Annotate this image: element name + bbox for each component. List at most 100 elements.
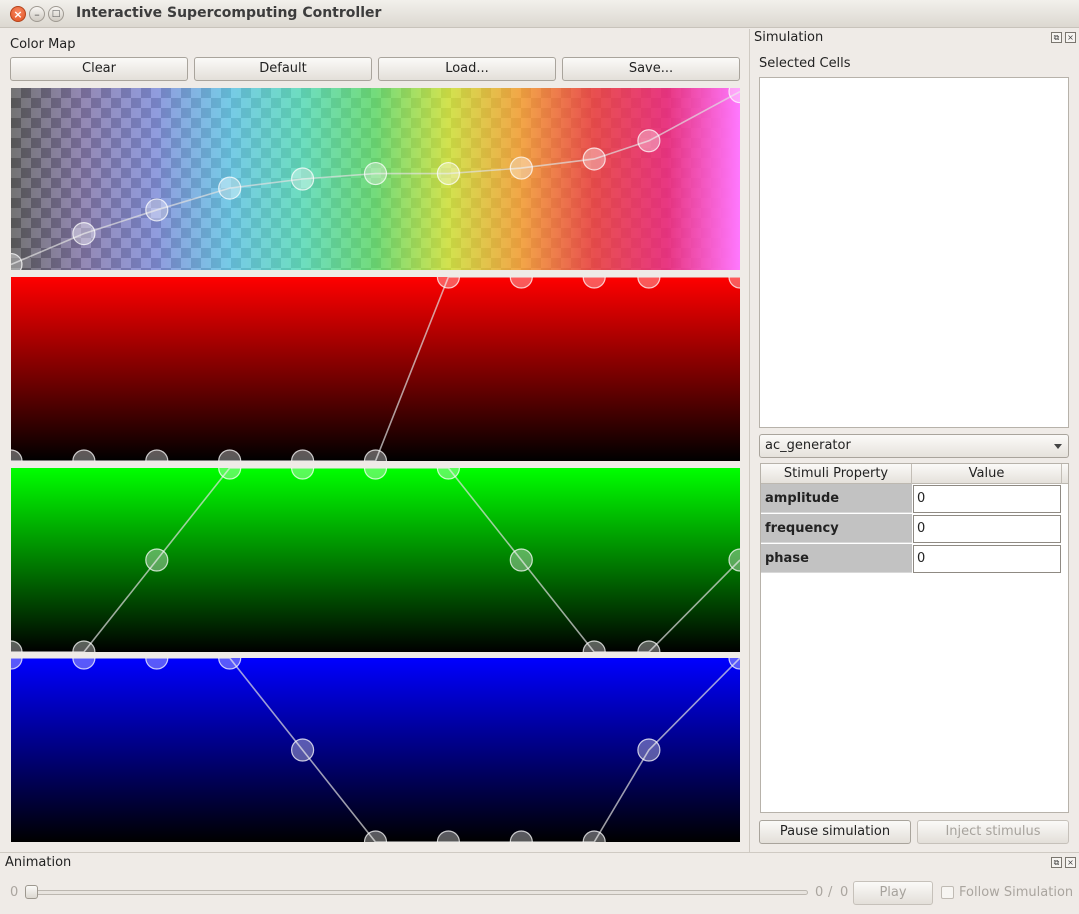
animation-divider [0,852,1079,853]
blue-control-point[interactable] [291,738,315,762]
red-control-point[interactable] [728,277,740,289]
blue-control-point[interactable] [218,658,242,670]
green-control-point[interactable] [728,548,740,572]
table-row: phase 0 [761,544,1062,574]
red-control-point[interactable] [218,449,242,461]
table-row: amplitude 0 [761,484,1062,514]
table-header: Stimuli Property Value [761,464,1068,484]
green-channel-editor[interactable] [11,468,740,652]
maximize-window-button[interactable]: □ [48,6,64,22]
blue-control-point[interactable] [509,830,533,842]
alpha-curve[interactable] [11,88,740,270]
load-button[interactable]: Load... [378,57,556,81]
total-frames: 0 [840,885,849,900]
animation-slider-handle[interactable] [25,885,38,899]
red-curve[interactable] [11,277,740,461]
blue-curve[interactable] [11,658,740,842]
green-control-point[interactable] [363,468,388,480]
red-control-point[interactable] [637,277,661,289]
title-bar: × – □ Interactive Supercomputing Control… [0,0,1079,28]
animation-dock-title: Animation [5,855,72,870]
float-dock-icon[interactable]: ⧉ [1051,857,1062,868]
red-control-point[interactable] [363,449,388,461]
float-dock-icon[interactable]: ⧉ [1051,32,1062,43]
green-control-point[interactable] [218,468,242,480]
selected-cells-label: Selected Cells [759,56,851,71]
green-control-point[interactable] [436,468,460,480]
green-control-point[interactable] [291,468,315,480]
alpha-control-point[interactable] [363,161,388,186]
blue-control-point[interactable] [11,658,23,670]
follow-simulation-checkbox[interactable] [941,886,954,899]
play-button[interactable]: Play [853,881,933,905]
blue-control-point[interactable] [582,830,606,842]
red-control-point[interactable] [291,449,315,461]
red-control-point[interactable] [509,277,533,289]
current-frame: 0 [815,885,824,900]
alpha-curve-line [11,90,740,266]
red-control-point[interactable] [11,449,23,461]
blue-control-point[interactable] [728,658,740,670]
default-button[interactable]: Default [194,57,372,81]
green-control-point[interactable] [145,548,169,572]
green-curve-line [11,468,740,652]
alpha-control-point[interactable] [509,156,533,180]
blue-control-point[interactable] [72,658,96,670]
alpha-control-point[interactable] [637,129,661,153]
alpha-control-point[interactable] [582,147,606,171]
blue-control-point[interactable] [363,830,388,842]
column-header-value[interactable]: Value [912,464,1062,484]
amplitude-value-input[interactable]: 0 [913,485,1061,513]
alpha-channel-editor[interactable] [11,88,740,270]
inject-stimulus-button[interactable]: Inject stimulus [917,820,1069,844]
frequency-value-input[interactable]: 0 [913,515,1061,543]
red-control-point[interactable] [145,449,169,461]
alpha-control-point[interactable] [11,252,23,270]
property-name: phase [761,544,912,573]
alpha-control-point[interactable] [291,167,315,191]
blue-channel-editor[interactable] [11,658,740,842]
frame-separator: / [828,885,833,900]
slider-min-label: 0 [10,885,19,900]
blue-control-point[interactable] [637,738,661,762]
green-control-point[interactable] [72,640,96,652]
dock-divider[interactable] [749,29,750,852]
close-dock-icon[interactable]: × [1065,32,1076,43]
green-curve[interactable] [11,468,740,652]
pause-simulation-button[interactable]: Pause simulation [759,820,911,844]
close-window-button[interactable]: × [10,6,26,22]
minimize-window-button[interactable]: – [29,6,45,22]
save-button[interactable]: Save... [562,57,740,81]
column-header-property[interactable]: Stimuli Property [761,464,912,484]
stimulus-type-value: ac_generator [765,438,851,453]
alpha-control-point[interactable] [728,88,740,104]
alpha-gradient [11,88,740,270]
stimuli-property-table[interactable]: Stimuli Property Value amplitude 0 frequ… [760,463,1069,813]
red-control-point[interactable] [436,277,460,289]
blue-control-point[interactable] [145,658,169,670]
property-name: amplitude [761,484,912,513]
chevron-down-icon [1054,444,1062,449]
alpha-control-point[interactable] [218,176,242,200]
clear-button[interactable]: Clear [10,57,188,81]
green-control-point[interactable] [637,640,661,652]
green-control-point[interactable] [509,548,533,572]
animation-slider[interactable] [30,890,808,895]
phase-value-input[interactable]: 0 [913,545,1061,573]
red-channel-editor[interactable] [11,277,740,461]
alpha-control-point[interactable] [145,198,169,222]
alpha-control-point[interactable] [436,161,460,186]
red-control-point[interactable] [72,449,96,461]
close-dock-icon[interactable]: × [1065,857,1076,868]
alpha-control-point[interactable] [72,222,96,246]
selected-cells-list[interactable] [759,77,1069,428]
stimulus-type-select[interactable]: ac_generator [759,434,1069,458]
color-map-label: Color Map [10,37,76,52]
green-control-point[interactable] [582,640,606,652]
red-control-point[interactable] [582,277,606,289]
blue-curve-line [11,658,740,842]
red-curve-line [11,277,740,461]
window-title: Interactive Supercomputing Controller [76,5,382,21]
blue-control-point[interactable] [436,830,460,842]
green-control-point[interactable] [11,640,23,652]
